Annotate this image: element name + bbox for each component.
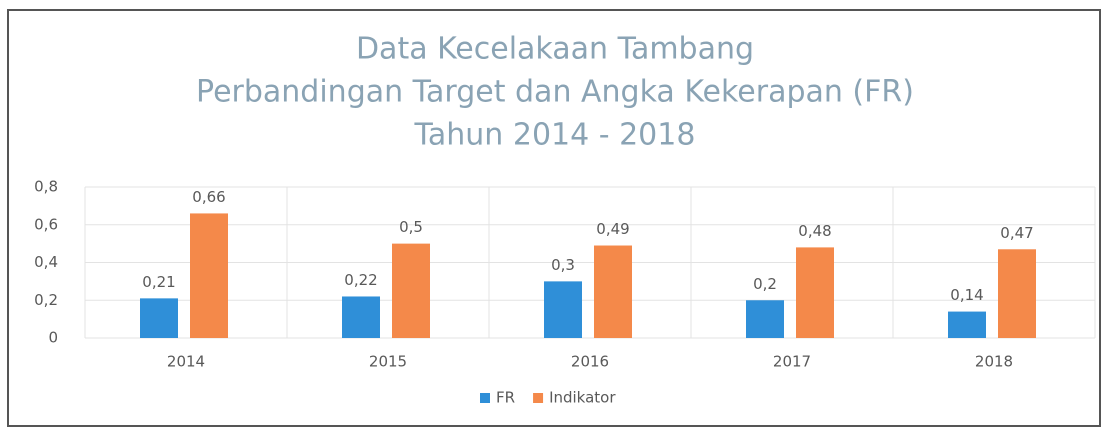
chart-title: Perbandingan Target dan Angka Kekerapan … bbox=[196, 75, 914, 110]
data-label: 0,22 bbox=[344, 271, 377, 289]
data-label: 0,5 bbox=[399, 218, 423, 236]
bar bbox=[594, 245, 632, 338]
data-label: 0,2 bbox=[753, 275, 777, 293]
legend-label: FR bbox=[496, 389, 515, 407]
data-label: 0,47 bbox=[1000, 224, 1033, 242]
chart-title: Data Kecelakaan Tambang bbox=[356, 32, 754, 67]
data-label: 0,49 bbox=[596, 220, 629, 238]
y-tick-label: 0,4 bbox=[34, 253, 58, 271]
legend-swatch bbox=[480, 393, 490, 403]
y-tick-label: 0 bbox=[48, 329, 58, 347]
bar bbox=[998, 249, 1036, 338]
data-label: 0,21 bbox=[142, 273, 175, 291]
data-label: 0,14 bbox=[950, 286, 983, 304]
bar bbox=[746, 300, 784, 338]
bar bbox=[392, 243, 430, 338]
chart-title: Tahun 2014 - 2018 bbox=[414, 118, 696, 153]
legend-swatch bbox=[533, 393, 544, 403]
bar bbox=[342, 296, 380, 338]
bar bbox=[544, 281, 582, 338]
x-tick-label: 2016 bbox=[571, 353, 609, 371]
bar bbox=[796, 247, 834, 338]
y-tick-label: 0,6 bbox=[34, 215, 58, 233]
x-tick-label: 2014 bbox=[167, 353, 205, 371]
x-tick-label: 2015 bbox=[369, 353, 407, 371]
x-tick-label: 2017 bbox=[773, 353, 811, 371]
data-label: 0,3 bbox=[551, 256, 575, 274]
bar bbox=[140, 298, 178, 338]
bar bbox=[190, 213, 228, 338]
bar bbox=[948, 311, 986, 338]
legend-label: Indikator bbox=[549, 389, 616, 407]
y-tick-label: 0,2 bbox=[34, 291, 58, 309]
y-tick-label: 0,8 bbox=[34, 178, 58, 196]
x-tick-label: 2018 bbox=[975, 353, 1013, 371]
data-label: 0,66 bbox=[192, 188, 225, 206]
data-label: 0,48 bbox=[798, 222, 831, 240]
